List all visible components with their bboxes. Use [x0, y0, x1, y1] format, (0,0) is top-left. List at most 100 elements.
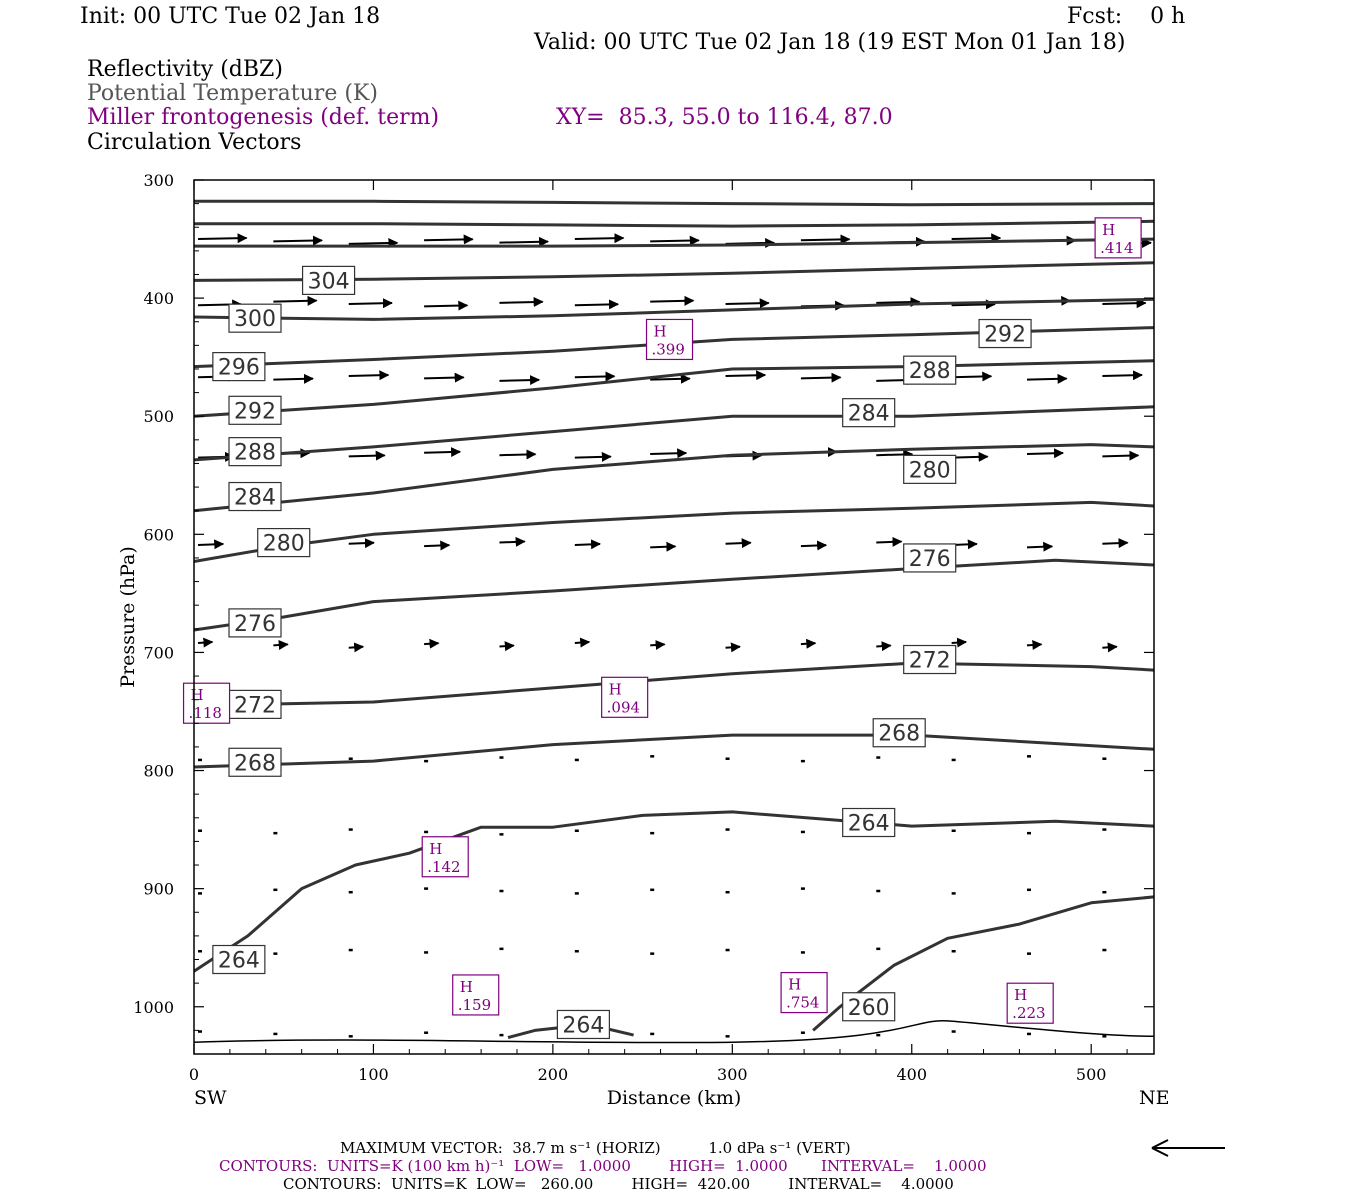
frontogenesis-max-symbol: H	[609, 680, 622, 698]
frontogenesis-max-value: .754	[786, 994, 819, 1012]
circulation-vector	[876, 449, 914, 460]
circulation-vector	[348, 642, 365, 653]
contour-label: 272	[903, 644, 957, 675]
theta-contour-264	[193, 810, 1155, 973]
field-potential-temperature: Potential Temperature (K)	[87, 81, 378, 106]
frontogenesis-max-symbol: H	[1014, 986, 1027, 1004]
frontogenesis-max-value: .159	[458, 996, 491, 1014]
circulation-vector	[348, 238, 399, 249]
circulation-vector	[424, 638, 440, 649]
circulation-vector	[348, 538, 375, 549]
frontogenesis-max: H.094	[601, 676, 649, 718]
contour-label-box	[903, 644, 957, 675]
x-axis-left-end-label: SW	[194, 1087, 227, 1109]
contour-label-box	[903, 543, 957, 573]
circulation-vector	[876, 641, 892, 652]
x-axis-label: Distance (km)	[607, 1087, 742, 1109]
valid-time: Valid: 00 UTC Tue 02 Jan 18 (19 EST Mon …	[534, 30, 1126, 55]
circulation-vector	[424, 372, 465, 383]
x-axis-right-end-label: NE	[1139, 1087, 1170, 1109]
contour-label-text: 280	[263, 532, 305, 557]
contour-label-text: 260	[848, 996, 890, 1021]
circulation-vector	[650, 295, 695, 306]
contour-label-box	[257, 527, 311, 558]
circulation-vector	[499, 536, 526, 547]
contour-label-box	[978, 318, 1032, 349]
contour-label-box	[842, 992, 896, 1022]
frontogenesis-max-symbol: H	[1102, 221, 1115, 239]
circulation-vector	[650, 235, 700, 246]
circulation-vector	[424, 540, 451, 551]
contour-label: 268	[872, 718, 926, 748]
circulation-vector	[1026, 448, 1065, 459]
x-tick-label: 300	[717, 1065, 748, 1084]
circulation-vector	[574, 371, 616, 382]
contour-label: 276	[228, 608, 282, 638]
circulation-vector	[650, 541, 677, 552]
circulation-vector	[951, 233, 1002, 244]
theta-contour-272	[193, 661, 1155, 708]
circulation-vector	[650, 373, 691, 384]
circulation-vector	[876, 536, 903, 547]
contour-label-text: 280	[909, 458, 951, 483]
contour-label-text: 276	[234, 612, 276, 637]
circulation-vector	[800, 638, 817, 649]
theta-contour-280	[193, 500, 1155, 563]
contour-label-box	[556, 1009, 610, 1040]
contour-label: 280	[257, 527, 311, 558]
frontogenesis-max-value: .142	[427, 858, 460, 876]
theta-contour-260	[812, 895, 1155, 1032]
frontogenesis-max-box	[182, 682, 231, 724]
contour-label-box	[903, 355, 957, 385]
contour-label-text: 264	[562, 1013, 604, 1038]
circulation-vector	[197, 233, 248, 244]
contour-label: 292	[978, 318, 1032, 349]
circulation-vector	[273, 295, 318, 306]
theta-contour-276	[193, 558, 1155, 632]
contour-label-text: 272	[909, 649, 951, 674]
contour-label-box	[228, 481, 282, 512]
circulation-vector	[725, 370, 767, 381]
contour-label: 284	[842, 398, 896, 428]
contour-label: 260	[842, 992, 896, 1022]
circulation-vector	[1102, 298, 1147, 309]
circulation-vector	[499, 236, 550, 247]
circulation-vector	[1102, 370, 1143, 381]
circulation-vector	[876, 297, 921, 308]
circulation-vector	[499, 297, 544, 308]
circulation-vector	[574, 451, 612, 462]
circulation-vector	[1102, 450, 1140, 461]
contour-label: 272	[228, 689, 282, 720]
circulation-vector	[424, 447, 462, 458]
circulation-vector	[725, 642, 741, 653]
frontogenesis-max: H.754	[780, 971, 828, 1014]
contour-label-text: 284	[234, 486, 276, 511]
y-tick-label: 900	[143, 880, 174, 899]
circulation-vector	[197, 539, 225, 550]
circulation-vector	[574, 233, 625, 244]
circulation-vector	[1102, 642, 1118, 653]
contour-label-text: 288	[234, 441, 276, 466]
contour-label-box	[228, 437, 282, 467]
theta-contour-268	[193, 733, 1155, 769]
x-tick-label: 200	[538, 1065, 569, 1084]
circulation-vector	[197, 637, 214, 648]
theta-contours	[193, 199, 1155, 1044]
circulation-vector	[725, 298, 770, 309]
contour-label-text: 264	[218, 949, 260, 974]
circulation-vector	[800, 234, 851, 245]
contour-label: 264	[556, 1009, 610, 1040]
contour-label-text: 292	[234, 399, 276, 424]
circulation-vector	[1102, 538, 1129, 549]
circulation-vector	[273, 373, 314, 384]
frontogenesis-max-symbol: H	[191, 686, 204, 704]
theta-contour-312	[194, 219, 1155, 228]
frontogenesis-max: H.159	[452, 974, 500, 1016]
y-tick-label: 600	[143, 525, 174, 544]
contour-label-box	[228, 747, 282, 777]
theta-contour-296	[193, 326, 1155, 369]
frontogenesis-max-value: .399	[652, 340, 685, 358]
frontogenesis-max: H.223	[1006, 982, 1054, 1024]
